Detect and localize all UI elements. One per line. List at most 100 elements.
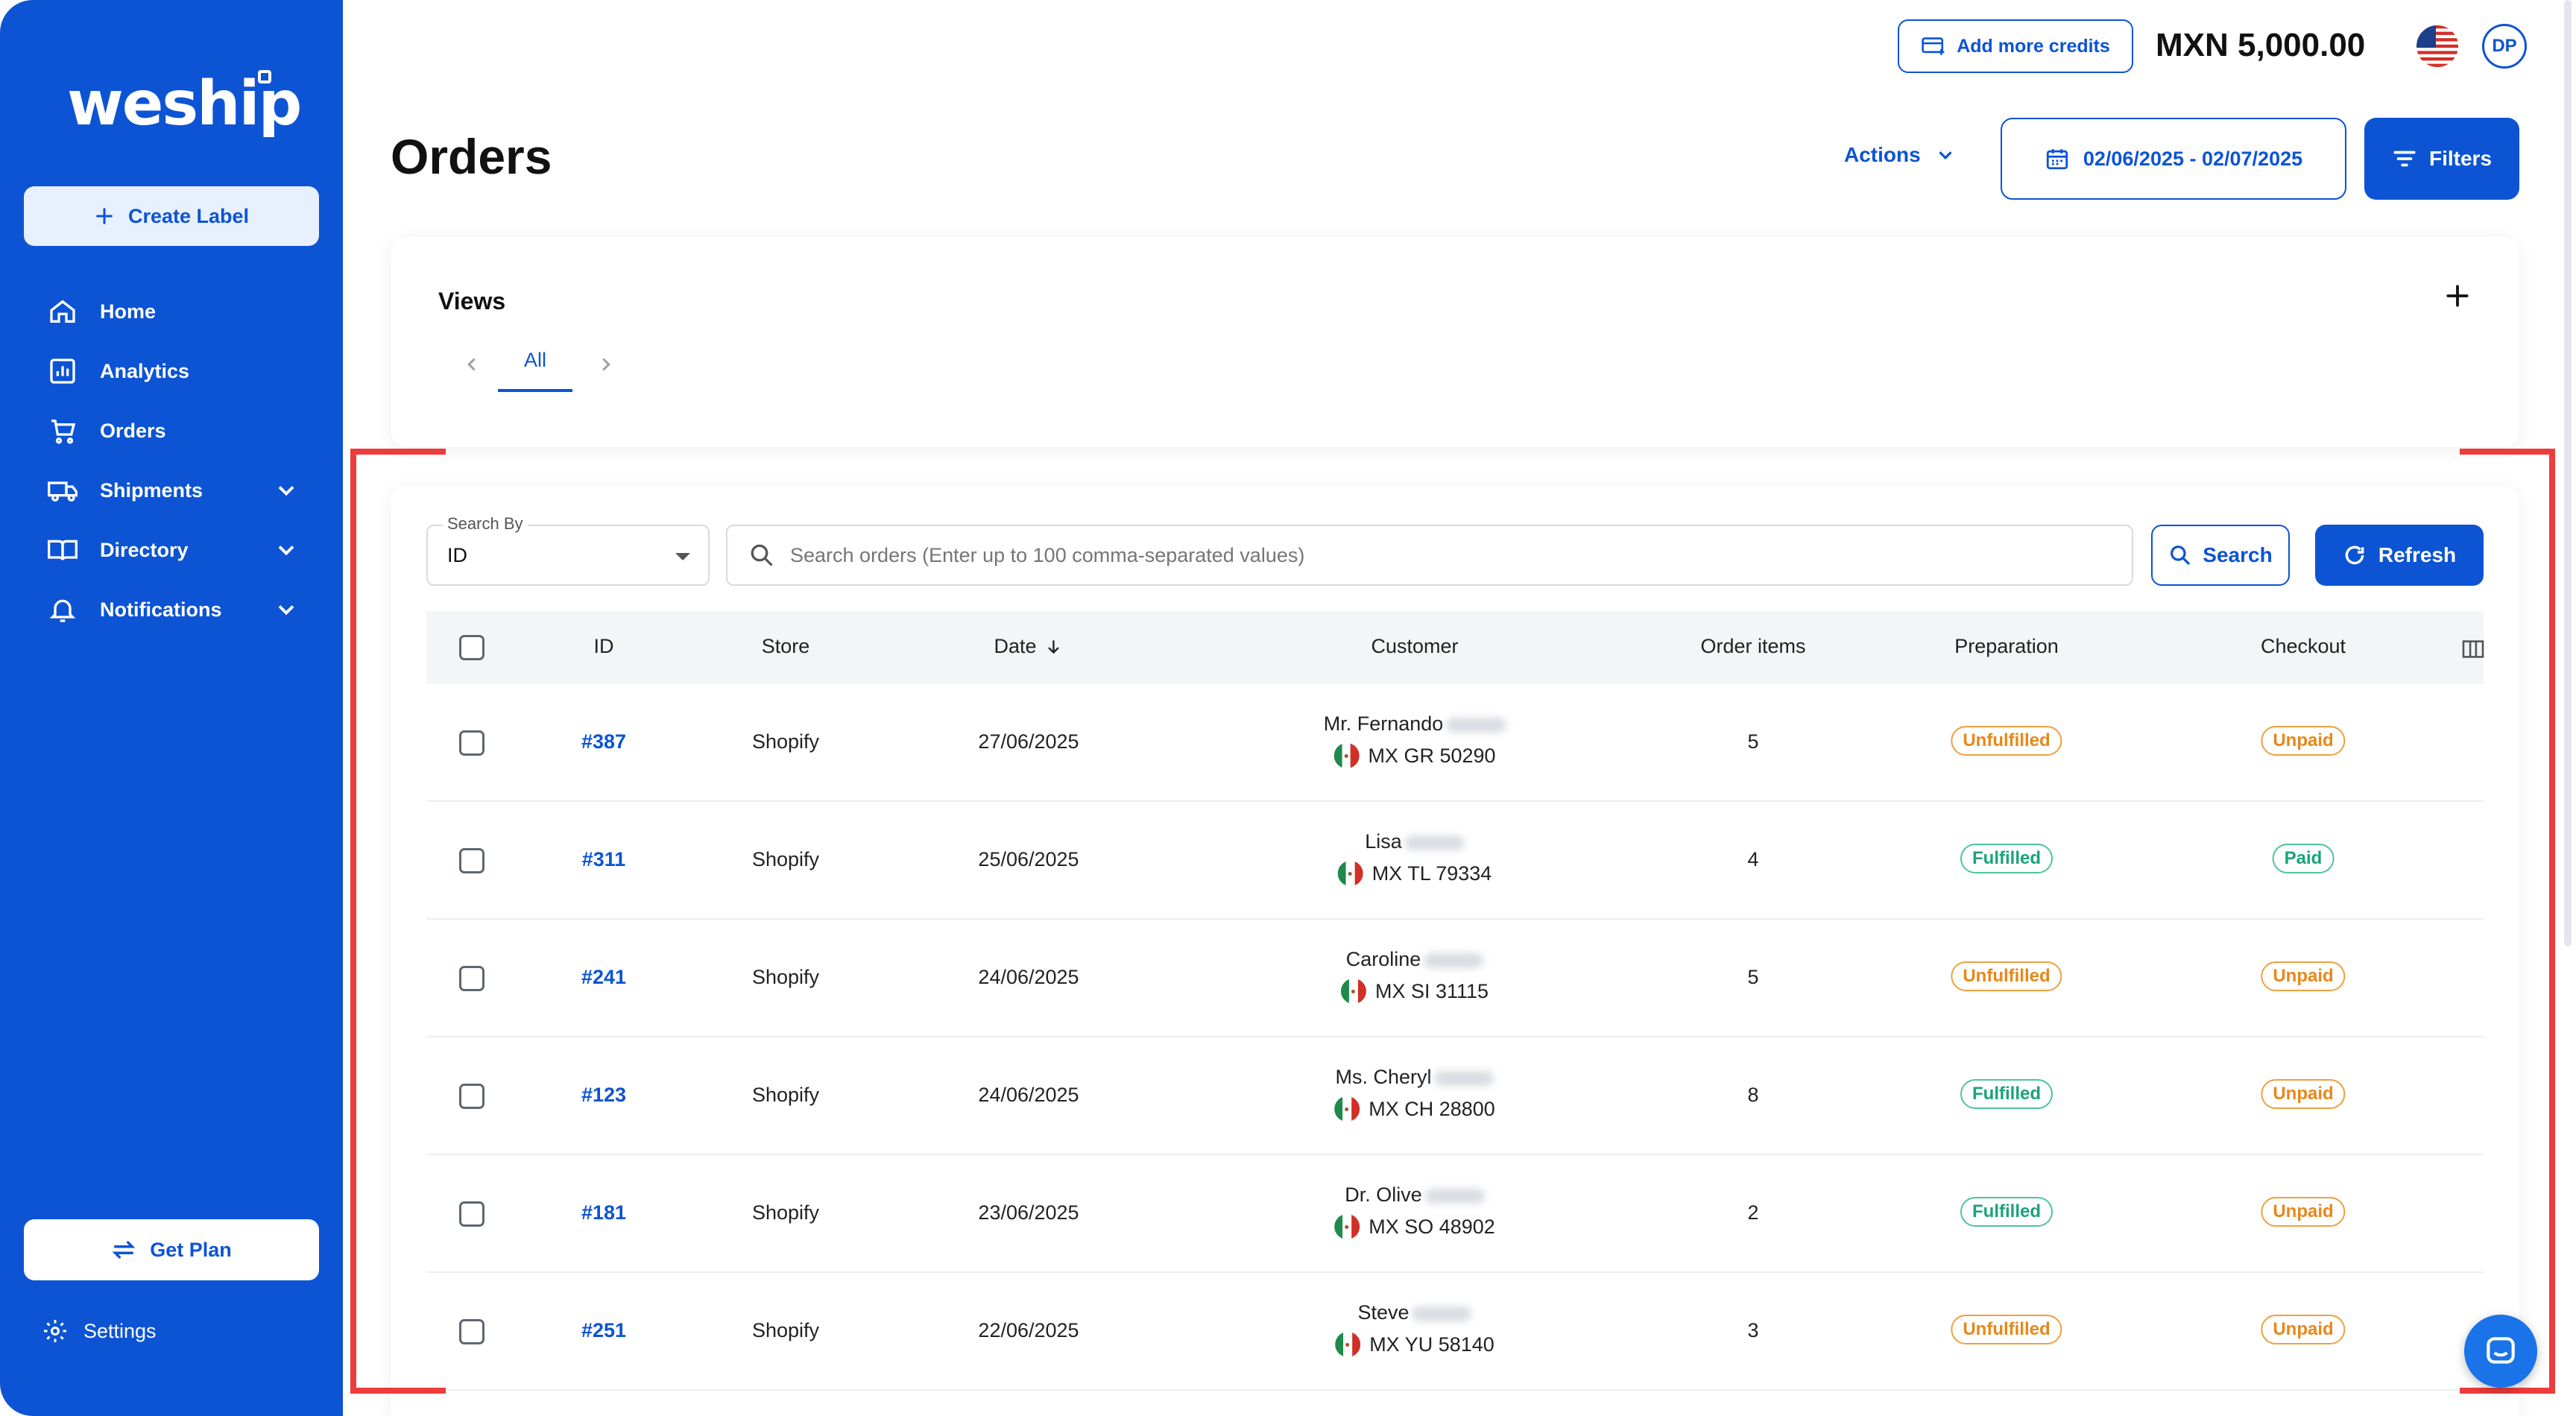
search-by-value: ID xyxy=(447,544,467,566)
swap-icon xyxy=(112,1241,136,1259)
sidebar-item-label: Orders xyxy=(100,419,166,442)
row-checkbox[interactable] xyxy=(459,1084,484,1109)
plus-icon xyxy=(96,208,113,224)
search-by-select[interactable]: Search By ID xyxy=(426,514,710,586)
sidebar-item-label: Analytics xyxy=(100,359,190,382)
refresh-button[interactable]: Refresh xyxy=(2315,525,2484,586)
col-date[interactable]: Date xyxy=(994,635,1063,658)
mexico-flag-icon xyxy=(1335,1332,1361,1357)
col-store[interactable]: Store xyxy=(761,635,810,657)
scrollbar[interactable] xyxy=(2564,0,2572,946)
sidebar-item-directory[interactable]: Directory xyxy=(46,528,300,572)
customer-name: Steve xyxy=(1357,1301,1409,1324)
chevron-left-icon[interactable] xyxy=(461,353,483,376)
chevron-right-icon[interactable] xyxy=(595,353,617,376)
mexico-flag-icon xyxy=(1333,743,1360,768)
preparation-status-badge: Unfulfilled xyxy=(1951,961,2062,991)
add-view-icon[interactable] xyxy=(2443,282,2472,310)
views-card: Views All xyxy=(391,237,2519,447)
sidebar-item-shipments[interactable]: Shipments xyxy=(46,468,300,513)
chevron-down-icon[interactable] xyxy=(273,477,300,504)
us-flag-icon[interactable] xyxy=(2416,25,2458,67)
search-input[interactable] xyxy=(790,543,2057,567)
order-id-link[interactable]: #387 xyxy=(581,730,627,753)
sidebar-item-home[interactable]: Home xyxy=(46,289,300,334)
highlight-frame-bottom-right xyxy=(2460,1388,2555,1394)
add-credits-button[interactable]: Add more credits xyxy=(1898,19,2133,73)
chevron-down-icon[interactable] xyxy=(273,596,300,623)
sidebar-item-label: Notifications xyxy=(100,598,222,621)
order-id-link[interactable]: #311 xyxy=(581,848,626,870)
orders-table-card: Search By ID Search Refresh ID Store Dat… xyxy=(391,486,2519,1416)
logo-mark-icon xyxy=(258,70,271,83)
date-range-picker[interactable]: 02/06/2025 - 02/07/2025 xyxy=(2001,118,2346,200)
home-icon xyxy=(46,295,79,328)
order-items-count: 3 xyxy=(1747,1319,1759,1341)
chevron-down-icon[interactable] xyxy=(273,537,300,563)
row-checkbox[interactable] xyxy=(459,730,484,756)
mexico-flag-icon xyxy=(1334,1214,1360,1239)
sidebar-item-analytics[interactable]: Analytics xyxy=(46,349,300,393)
order-store: Shopify xyxy=(751,848,820,870)
search-button-label: Search xyxy=(2203,543,2273,566)
col-checkout[interactable]: Checkout xyxy=(2260,635,2346,657)
search-icon xyxy=(2171,546,2191,566)
weship-logo[interactable]: weship xyxy=(67,69,302,139)
order-id-link[interactable]: #123 xyxy=(581,1084,627,1106)
get-plan-text: Get Plan xyxy=(150,1238,232,1261)
table-row[interactable]: #311 Shopify 25/06/2025 Lisa MX TL 79334 4 Ful… xyxy=(426,802,2484,920)
col-id[interactable]: ID xyxy=(593,635,614,657)
customer-location: MX SO 48902 xyxy=(1368,1215,1495,1238)
tab-all[interactable]: All xyxy=(498,349,572,392)
preparation-status-badge: Unfulfilled xyxy=(1951,1315,2062,1344)
row-checkbox[interactable] xyxy=(459,1319,484,1344)
row-checkbox[interactable] xyxy=(459,1201,484,1227)
search-button[interactable]: Search xyxy=(2151,525,2290,586)
preparation-status-badge: Fulfilled xyxy=(1960,1197,2053,1227)
actions-dropdown[interactable]: Actions xyxy=(1844,143,1957,167)
filters-button[interactable]: Filters xyxy=(2364,118,2519,200)
select-all-checkbox[interactable] xyxy=(459,635,484,660)
row-checkbox[interactable] xyxy=(459,848,484,873)
settings-link[interactable]: Settings xyxy=(42,1318,157,1344)
caret-down-icon xyxy=(675,553,690,560)
order-items-count: 4 xyxy=(1747,848,1759,870)
order-customer: Steve MX YU 58140 xyxy=(1335,1301,1494,1357)
customer-location: MX GR 50290 xyxy=(1368,744,1496,767)
sidebar-item-notifications[interactable]: Notifications xyxy=(46,587,300,632)
sidebar-item-orders[interactable]: Orders xyxy=(46,408,300,453)
row-checkbox[interactable] xyxy=(459,966,484,991)
col-order-items[interactable]: Order items xyxy=(1700,635,1806,657)
customer-name: Dr. Olive xyxy=(1345,1183,1422,1206)
checkout-status-badge: Unpaid xyxy=(2261,726,2346,756)
credit-balance: MXN 5,000.00 xyxy=(2156,27,2366,63)
sidebar-item-label: Shipments xyxy=(100,478,203,502)
table-row[interactable]: #251 Shopify 22/06/2025 Steve MX YU 58140 3 Un… xyxy=(426,1273,2484,1391)
page-title: Orders xyxy=(391,129,552,184)
avatar[interactable]: DP xyxy=(2482,24,2527,69)
order-items-count: 5 xyxy=(1747,966,1759,988)
table-row[interactable]: #387 Shopify 27/06/2025 Mr. Fernando MX GR 5… xyxy=(426,684,2484,802)
order-id-link[interactable]: #251 xyxy=(581,1319,627,1341)
chevron-down-icon xyxy=(1939,151,1952,160)
truck-icon xyxy=(46,474,79,507)
order-customer: Mr. Fernando MX GR 50290 xyxy=(1324,712,1506,768)
table-row[interactable]: #123 Shopify 24/06/2025 Ms. Cheryl MX CH 288… xyxy=(426,1037,2484,1155)
search-field[interactable] xyxy=(726,525,2133,586)
order-id-link[interactable]: #181 xyxy=(581,1201,627,1224)
order-items-count: 2 xyxy=(1747,1201,1759,1224)
table-row[interactable]: #181 Shopify 23/06/2025 Dr. Olive MX SO 4890… xyxy=(426,1155,2484,1273)
get-plan-button[interactable]: Get Plan xyxy=(24,1219,319,1280)
table-row[interactable]: #241 Shopify 24/06/2025 Caroline MX SI 31115… xyxy=(426,920,2484,1037)
create-label-button[interactable]: Create Label xyxy=(24,186,319,246)
mexico-flag-icon xyxy=(1340,979,1366,1004)
col-customer[interactable]: Customer xyxy=(1371,635,1459,657)
columns-icon[interactable] xyxy=(2461,639,2485,659)
preparation-status-badge: Fulfilled xyxy=(1960,1079,2053,1109)
chat-support-button[interactable] xyxy=(2464,1315,2537,1388)
order-id-link[interactable]: #241 xyxy=(581,966,627,988)
order-customer: Dr. Olive MX SO 48902 xyxy=(1334,1183,1495,1239)
col-preparation[interactable]: Preparation xyxy=(1954,635,2059,657)
date-range-label: 02/06/2025 - 02/07/2025 xyxy=(2083,147,2303,170)
calendar-icon xyxy=(2046,149,2068,170)
